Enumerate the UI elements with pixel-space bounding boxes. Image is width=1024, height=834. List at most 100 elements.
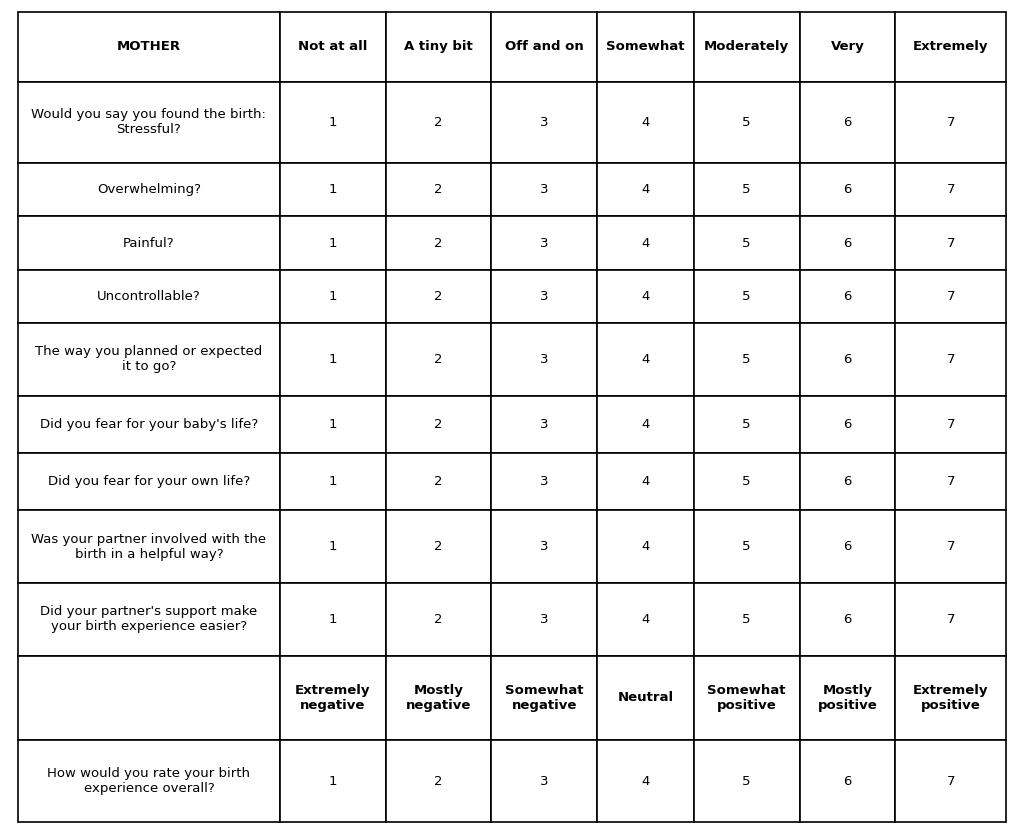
Text: 7: 7 — [946, 475, 955, 488]
Text: Off and on: Off and on — [505, 40, 584, 53]
Bar — [492, 217, 597, 269]
Bar — [694, 163, 800, 217]
Text: 1: 1 — [329, 475, 337, 488]
Text: 6: 6 — [843, 183, 852, 196]
Bar — [895, 163, 1006, 217]
Bar — [694, 395, 800, 453]
Bar — [895, 510, 1006, 583]
Text: 3: 3 — [540, 353, 549, 366]
Bar — [800, 12, 895, 82]
Text: Somewhat
negative: Somewhat negative — [505, 684, 584, 712]
Bar — [280, 163, 385, 217]
Bar — [385, 269, 492, 323]
Bar — [492, 395, 597, 453]
Bar — [597, 453, 694, 510]
Text: 7: 7 — [946, 353, 955, 366]
Text: 3: 3 — [540, 613, 549, 626]
Bar — [597, 269, 694, 323]
Text: Was your partner involved with the
birth in a helpful way?: Was your partner involved with the birth… — [32, 533, 266, 560]
Bar — [895, 217, 1006, 269]
Text: 5: 5 — [742, 418, 751, 430]
Text: 6: 6 — [843, 613, 852, 626]
Bar — [18, 82, 280, 163]
Text: 2: 2 — [434, 183, 442, 196]
Bar — [597, 82, 694, 163]
Bar — [597, 217, 694, 269]
Text: 4: 4 — [641, 116, 649, 129]
Bar — [492, 269, 597, 323]
Text: 1: 1 — [329, 613, 337, 626]
Bar — [280, 583, 385, 656]
Text: Overwhelming?: Overwhelming? — [97, 183, 201, 196]
Text: Neutral: Neutral — [617, 691, 674, 705]
Text: 2: 2 — [434, 290, 442, 303]
Bar — [800, 741, 895, 822]
Bar — [694, 741, 800, 822]
Bar — [18, 741, 280, 822]
Bar — [18, 217, 280, 269]
Bar — [895, 453, 1006, 510]
Bar — [694, 583, 800, 656]
Bar — [385, 656, 492, 741]
Bar — [492, 510, 597, 583]
Text: 4: 4 — [641, 183, 649, 196]
Bar — [597, 12, 694, 82]
Text: Extremely
negative: Extremely negative — [295, 684, 371, 712]
Text: 4: 4 — [641, 613, 649, 626]
Bar — [895, 269, 1006, 323]
Bar — [385, 12, 492, 82]
Bar — [18, 163, 280, 217]
Bar — [800, 323, 895, 395]
Text: 2: 2 — [434, 613, 442, 626]
Bar — [800, 583, 895, 656]
Text: How would you rate your birth
experience overall?: How would you rate your birth experience… — [47, 767, 251, 795]
Text: The way you planned or expected
it to go?: The way you planned or expected it to go… — [35, 345, 262, 374]
Bar — [895, 656, 1006, 741]
Bar — [597, 510, 694, 583]
Bar — [597, 583, 694, 656]
Bar — [385, 217, 492, 269]
Text: 1: 1 — [329, 237, 337, 249]
Text: Mostly
negative: Mostly negative — [406, 684, 471, 712]
Text: 3: 3 — [540, 775, 549, 787]
Bar — [492, 163, 597, 217]
Text: Extremely: Extremely — [913, 40, 988, 53]
Bar — [385, 395, 492, 453]
Bar — [280, 269, 385, 323]
Bar — [492, 741, 597, 822]
Text: 2: 2 — [434, 237, 442, 249]
Bar — [800, 395, 895, 453]
Bar — [280, 12, 385, 82]
Bar — [694, 453, 800, 510]
Bar — [385, 323, 492, 395]
Text: 5: 5 — [742, 540, 751, 553]
Text: 6: 6 — [843, 290, 852, 303]
Bar — [800, 453, 895, 510]
Text: 3: 3 — [540, 183, 549, 196]
Text: 6: 6 — [843, 116, 852, 129]
Bar — [800, 656, 895, 741]
Text: 1: 1 — [329, 418, 337, 430]
Bar — [895, 12, 1006, 82]
Text: 2: 2 — [434, 540, 442, 553]
Text: 6: 6 — [843, 540, 852, 553]
Bar — [800, 269, 895, 323]
Text: 3: 3 — [540, 290, 549, 303]
Text: 4: 4 — [641, 540, 649, 553]
Bar — [895, 583, 1006, 656]
Bar — [385, 163, 492, 217]
Bar — [280, 82, 385, 163]
Text: 4: 4 — [641, 775, 649, 787]
Text: 7: 7 — [946, 613, 955, 626]
Text: 1: 1 — [329, 540, 337, 553]
Bar — [280, 323, 385, 395]
Text: 6: 6 — [843, 353, 852, 366]
Text: 4: 4 — [641, 237, 649, 249]
Bar — [694, 217, 800, 269]
Text: Extremely
positive: Extremely positive — [913, 684, 988, 712]
Text: Did your partner's support make
your birth experience easier?: Did your partner's support make your bir… — [40, 605, 257, 633]
Text: Somewhat
positive: Somewhat positive — [708, 684, 785, 712]
Bar — [800, 217, 895, 269]
Text: 1: 1 — [329, 290, 337, 303]
Bar — [18, 656, 280, 741]
